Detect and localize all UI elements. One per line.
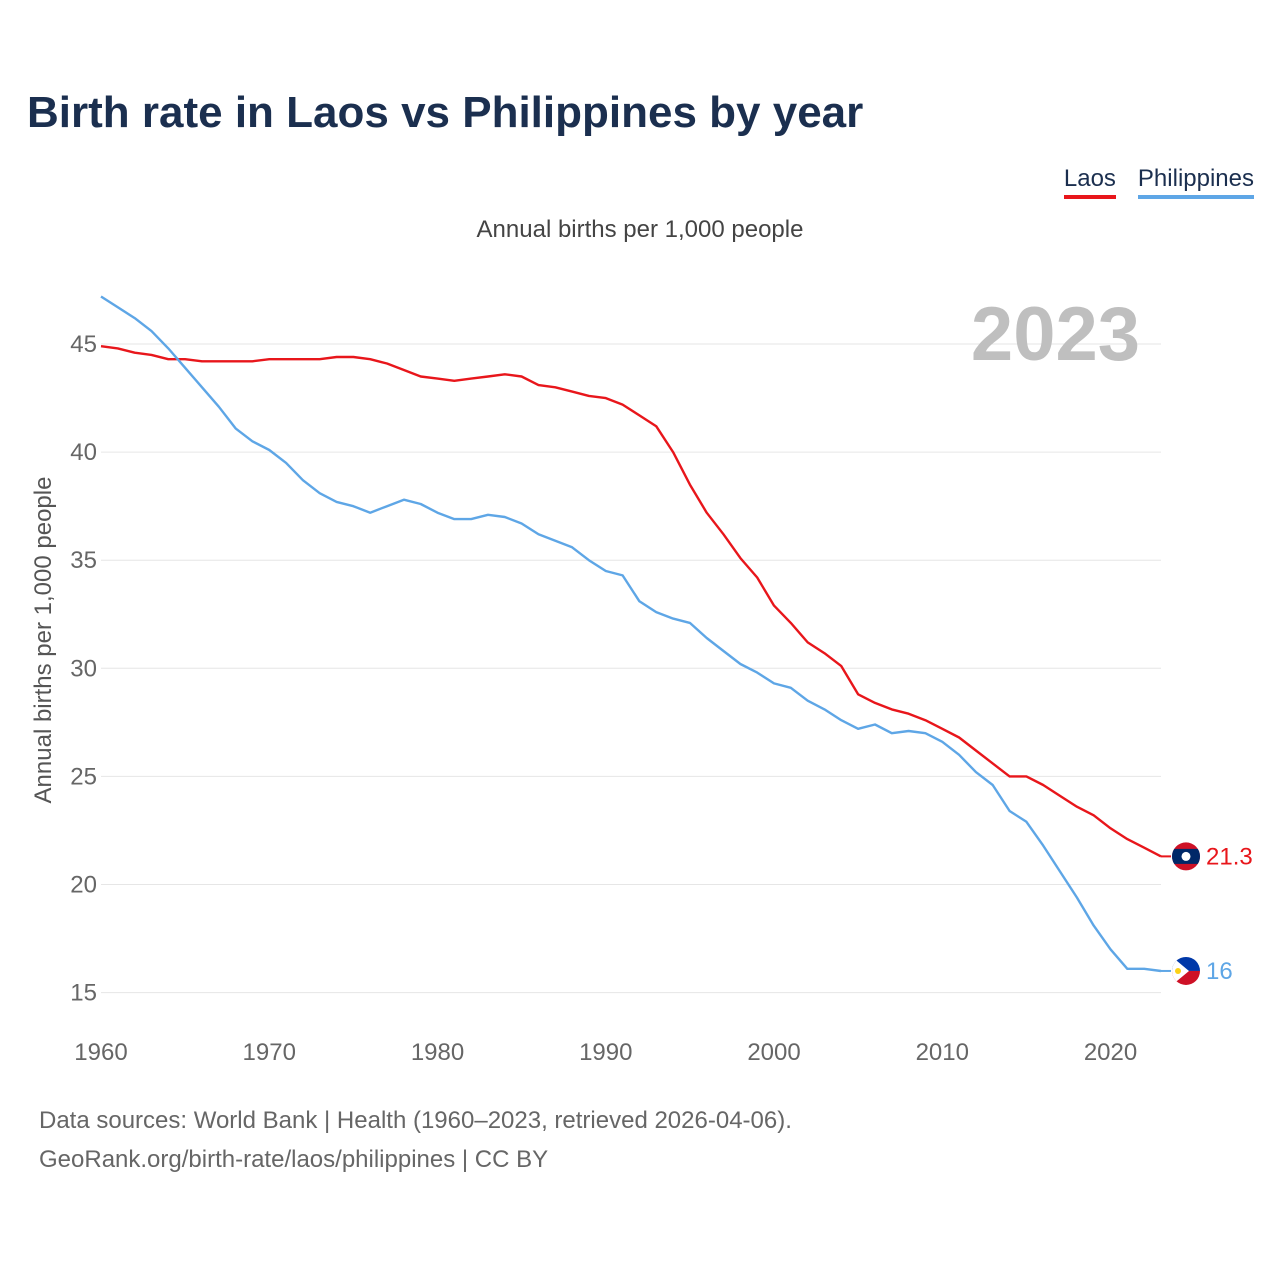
end-value-label: 16: [1206, 958, 1233, 985]
legend-item-laos[interactable]: Laos: [1063, 165, 1116, 199]
source-link[interactable]: GeoRank.org/birth-rate/laos/philippines …: [39, 1146, 549, 1173]
x-tick-label: 1970: [243, 1039, 296, 1066]
y-tick-label: 40: [70, 439, 97, 466]
chart-title: Birth rate in Laos vs Philippines by yea…: [27, 88, 864, 137]
y-tick-label: 35: [70, 547, 97, 574]
legend-item-philippines[interactable]: Philippines: [1137, 165, 1254, 199]
series-line-laos[interactable]: [100, 345, 1162, 858]
series-line-philippines[interactable]: [100, 295, 1162, 973]
data-sources-note: Data sources: World Bank | Health (1960–…: [39, 1107, 792, 1134]
y-tick-label: 15: [70, 980, 97, 1007]
x-tick-label: 1960: [74, 1039, 127, 1066]
end-value-label: 21.3: [1206, 843, 1253, 870]
year-watermark: 2023: [971, 292, 1140, 377]
x-axis-ticks: 1960 1970 1980 1990 2000 2010 2020: [74, 1039, 1137, 1066]
y-axis-label: Annual births per 1,000 people: [30, 477, 57, 804]
line-chart: 2023 15 20 25 30 35 40 45 1960 1970 1980 1990 2000…: [30, 292, 1253, 1066]
x-tick-label: 2020: [1084, 1039, 1137, 1066]
x-tick-label: 1990: [579, 1039, 632, 1066]
x-tick-label: 2010: [916, 1039, 969, 1066]
y-tick-label: 20: [70, 871, 97, 898]
x-tick-label: 2000: [747, 1039, 800, 1066]
y-tick-label: 25: [70, 763, 97, 790]
legend: Laos Philippines: [1063, 165, 1254, 199]
y-tick-label: 30: [70, 655, 97, 682]
y-axis-ticks: 15 20 25 30 35 40 45: [70, 331, 97, 1007]
y-tick-label: 45: [70, 331, 97, 358]
gridlines: [101, 343, 1161, 994]
series-lines: [100, 295, 1162, 973]
philippines-flag-icon: [1172, 956, 1200, 985]
laos-flag-icon: [1172, 842, 1200, 871]
chart-subtitle: Annual births per 1,000 people: [476, 216, 804, 243]
x-tick-label: 1980: [411, 1039, 464, 1066]
end-markers: 21.3 16: [1161, 842, 1253, 985]
